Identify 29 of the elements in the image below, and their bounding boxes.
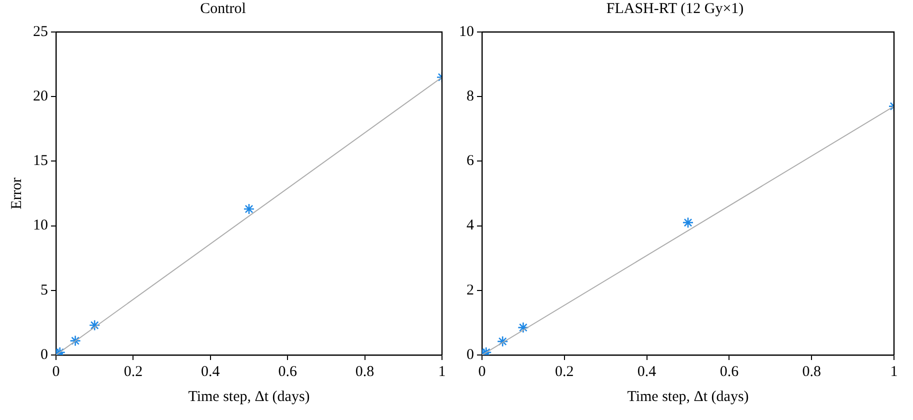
x-tick-label: 0 — [478, 364, 486, 380]
x-tick-label: 0.4 — [637, 364, 657, 380]
y-tick-label: 6 — [466, 153, 474, 170]
y-tick-label: 8 — [466, 88, 474, 105]
y-tick-label: 25 — [33, 24, 48, 40]
y-tick-label: 10 — [33, 218, 48, 234]
y-tick-label: 10 — [459, 24, 474, 40]
x-axis-title: Time step, Δt (days) — [188, 388, 310, 405]
x-tick-label: 0.8 — [802, 364, 821, 380]
x-tick-label: 1 — [438, 364, 446, 380]
y-tick-label: 5 — [40, 282, 48, 298]
y-tick-label: 20 — [33, 88, 48, 105]
x-tick-label: 0.4 — [201, 364, 220, 380]
y-tick-label: 4 — [466, 218, 474, 234]
chart-title: FLASH-RT (12 Gy×1) — [606, 0, 744, 17]
x-tick-label: 0.8 — [355, 364, 374, 380]
x-tick-label: 0.2 — [555, 364, 574, 380]
x-tick-label: 1 — [890, 364, 898, 380]
x-tick-label: 0.2 — [124, 364, 143, 380]
y-tick-label: 2 — [466, 282, 474, 298]
y-tick-label: 0 — [40, 346, 48, 363]
x-tick-label: 0.6 — [278, 364, 298, 380]
y-tick-label: 0 — [466, 346, 474, 363]
x-axis-title: Time step, Δt (days) — [627, 388, 749, 405]
chart-title: Control — [200, 0, 246, 17]
x-tick-label: 0.6 — [720, 364, 740, 380]
y-axis-title: Error — [8, 178, 25, 210]
y-tick-label: 15 — [33, 153, 48, 170]
x-tick-label: 0 — [52, 364, 60, 380]
